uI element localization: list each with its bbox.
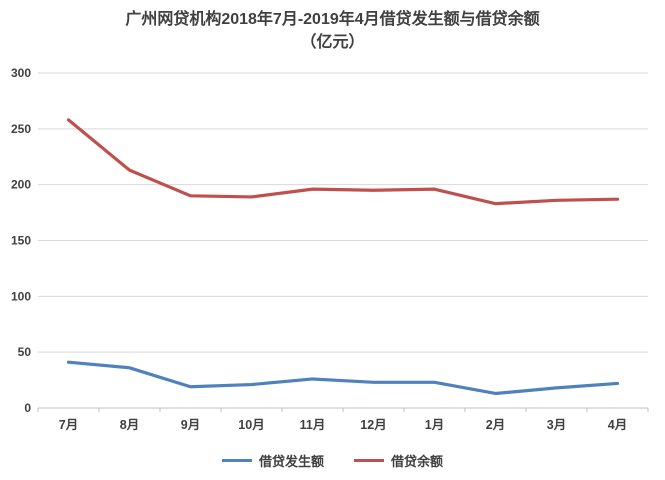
x-axis-tick-label: 2月 (486, 418, 505, 432)
chart-title: 广州网贷机构2018年7月-2019年4月借贷发生额与借贷余额 （亿元） (0, 8, 665, 54)
x-axis-tick-label: 7月 (59, 418, 78, 432)
legend-swatch-loan-amount (221, 459, 252, 462)
chart-canvas: 0 50 100 150 200 250 300 7月 8月 9月 10月 11月 12月 1月 2月 3月 4… (11, 66, 649, 432)
x-axis-tick-label: 9月 (181, 418, 200, 432)
legend-swatch-loan-balance (354, 459, 384, 462)
chart-legend: 借贷发生额 借贷余额 (0, 451, 665, 470)
x-axis-tick-label: 11月 (300, 418, 326, 432)
chart-title-line1: 广州网贷机构2018年7月-2019年4月借贷发生额与借贷余额 (125, 11, 540, 28)
x-axis-tick-label: 10月 (238, 418, 264, 432)
y-axis-tick-label: 200 (11, 178, 31, 192)
y-axis-tick-label: 100 (11, 289, 31, 303)
chart-title-line2: （亿元） (300, 34, 365, 52)
y-axis-tick-label: 250 (11, 122, 31, 136)
y-axis-tick-label: 50 (18, 345, 32, 359)
series-line-1 (66, 118, 620, 206)
y-axis-tick-label: 150 (11, 234, 31, 248)
legend-label-loan-balance: 借贷余额 (391, 454, 444, 469)
series-line-0 (66, 360, 620, 396)
y-axis-tick-label: 300 (11, 66, 31, 80)
y-axis-tick-label: 0 (24, 401, 31, 415)
x-axis-tick-label: 1月 (425, 418, 444, 432)
x-axis-tick-label: 12月 (360, 418, 386, 432)
x-axis-tick-label: 8月 (120, 418, 139, 432)
legend-item-loan-amount: 借贷发生额 (221, 451, 324, 470)
x-axis-tick-label: 4月 (608, 418, 627, 432)
legend-label-loan-amount: 借贷发生额 (258, 454, 324, 469)
legend-item-loan-balance: 借贷余额 (354, 451, 443, 470)
x-axis-tick-label: 3月 (547, 418, 566, 432)
